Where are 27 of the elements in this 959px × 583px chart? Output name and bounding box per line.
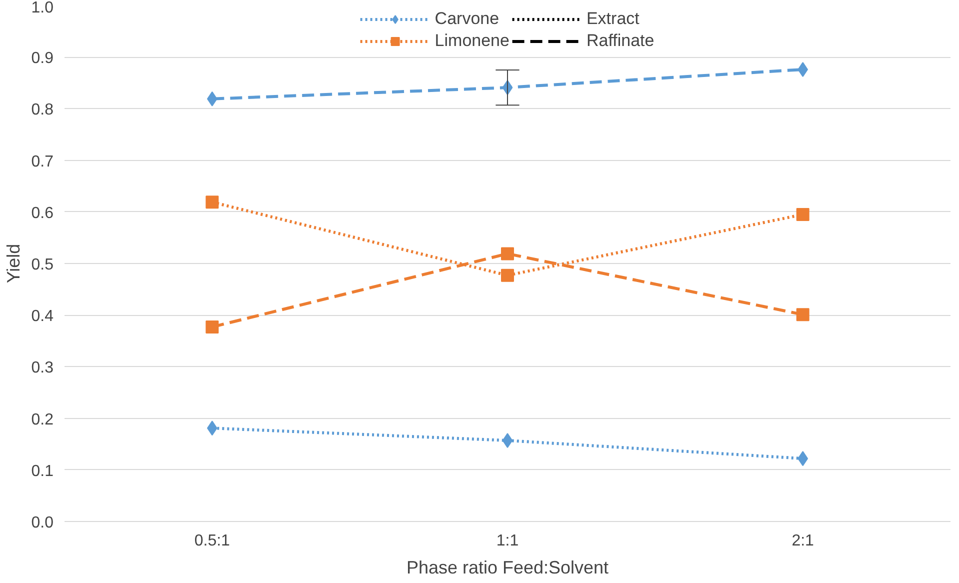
x-tick-label: 1:1 [496, 532, 519, 550]
legend-label: Raffinate [586, 31, 654, 51]
y-tick-label: 0.9 [31, 50, 54, 68]
point [501, 247, 514, 260]
y-tick-label: 0.5 [31, 256, 54, 274]
legend-label: Limonene [434, 31, 510, 51]
y-tick-label: 0.1 [31, 462, 54, 480]
y-tick-label: 0.0 [31, 514, 54, 532]
point [206, 320, 219, 334]
y-tick-label: 0.3 [31, 360, 54, 377]
y-tick-label: 0.2 [31, 411, 54, 428]
x-tick-label: 2:1 [792, 532, 814, 550]
point [502, 432, 513, 448]
point [796, 308, 810, 322]
y-axis-title: Yield [3, 244, 24, 284]
y-tick-label: 0.4 [31, 308, 54, 326]
legend-label: Carvone [434, 9, 500, 29]
x-axis-title: Phase ratio Feed:Solvent [406, 558, 609, 578]
y-tick-label: 0.8 [31, 102, 54, 119]
y-tick-label: 0.7 [31, 153, 54, 170]
point [796, 208, 810, 221]
point [501, 268, 514, 282]
x-tick-label: 0.5:1 [194, 532, 230, 550]
point [206, 196, 219, 209]
y-tick-label: 0.6 [31, 204, 54, 222]
y-tick-label: 1.0 [31, 0, 54, 16]
legend-label: Extract [586, 9, 640, 29]
